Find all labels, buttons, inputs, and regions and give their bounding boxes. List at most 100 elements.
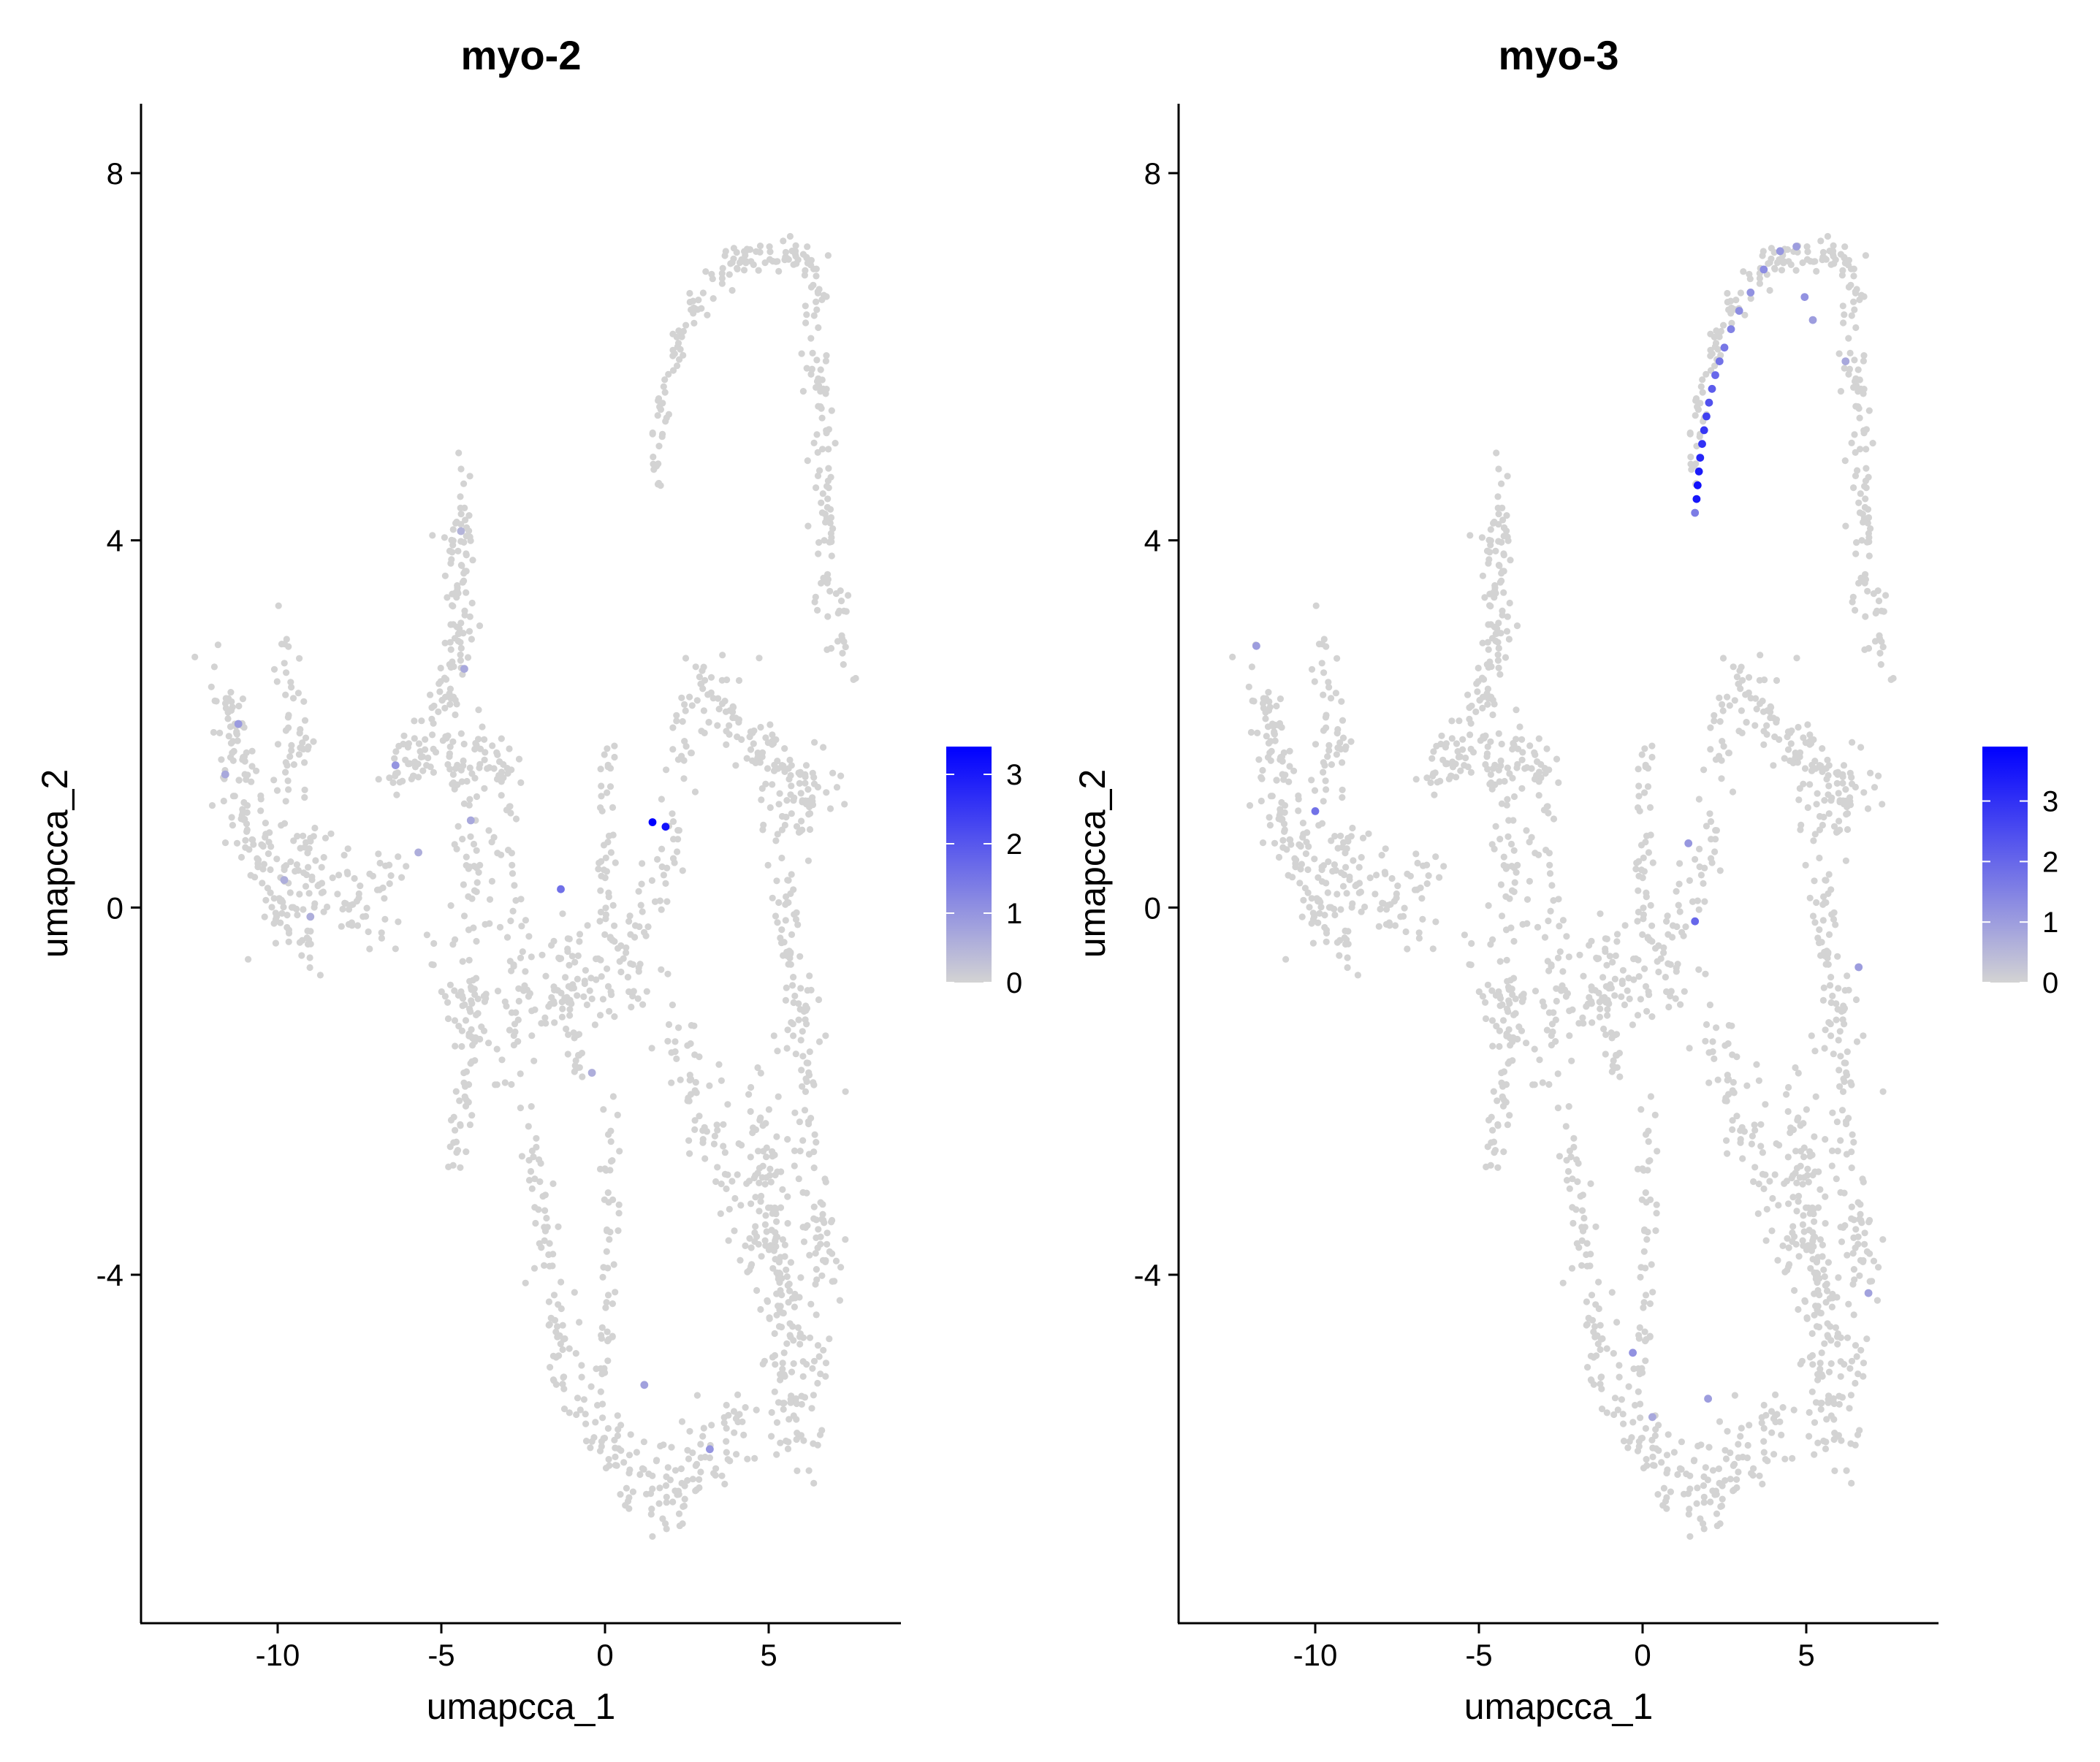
cell-point xyxy=(1635,766,1642,773)
cell-point xyxy=(1789,1229,1796,1237)
cell-point xyxy=(775,1093,782,1100)
cell-point xyxy=(838,635,846,642)
cell-point xyxy=(729,709,737,716)
cell-point xyxy=(818,499,825,506)
cell-point xyxy=(457,511,465,518)
cell-point xyxy=(696,674,704,681)
cell-point xyxy=(813,431,821,438)
cell-point xyxy=(1687,453,1694,461)
cell-point xyxy=(728,1178,736,1185)
cell-point xyxy=(1863,465,1870,472)
cell-point xyxy=(756,243,764,250)
cell-point xyxy=(1788,727,1795,734)
cell-point xyxy=(508,766,515,774)
cell-point xyxy=(1711,717,1718,725)
cell-point xyxy=(1785,1244,1792,1251)
cell-point xyxy=(669,746,677,753)
cell-point xyxy=(308,873,316,880)
cell-point xyxy=(1851,306,1858,313)
cell-point xyxy=(282,691,289,698)
cell-point xyxy=(1648,922,1656,929)
cell-point xyxy=(1482,1015,1490,1023)
cell-point xyxy=(704,311,711,319)
cell-point xyxy=(208,683,215,690)
cell-point xyxy=(452,1042,459,1050)
cell-point xyxy=(626,1466,634,1473)
cell-point xyxy=(1512,995,1519,1002)
cell-point xyxy=(1814,1439,1822,1446)
cell-point xyxy=(1819,248,1827,256)
cell-point xyxy=(832,590,840,598)
cell-point xyxy=(684,1446,691,1454)
cell-point xyxy=(803,1189,810,1197)
cell-point xyxy=(1496,1042,1503,1050)
cell-point xyxy=(1320,862,1328,869)
cell-point xyxy=(290,904,297,911)
cell-point xyxy=(1716,752,1723,760)
cell-point xyxy=(1686,1533,1694,1540)
cell-point xyxy=(1854,1233,1862,1240)
cell-point xyxy=(1861,1240,1868,1248)
cell-point xyxy=(829,1278,836,1285)
cell-point xyxy=(1267,757,1274,764)
cell-point xyxy=(723,1401,730,1409)
cell-point xyxy=(604,1226,611,1233)
cell-point xyxy=(1431,791,1438,798)
cell-point xyxy=(1352,882,1359,890)
cell-point xyxy=(1847,1392,1854,1399)
cell-point xyxy=(1686,1045,1693,1052)
cell-point xyxy=(1457,767,1464,774)
cell-point xyxy=(1553,997,1560,1005)
cell-point xyxy=(1686,430,1694,438)
cell-point xyxy=(1737,1139,1744,1146)
cell-point xyxy=(1852,1342,1860,1349)
expr-point xyxy=(1705,398,1713,407)
cell-point xyxy=(1487,771,1494,778)
cell-point xyxy=(1334,730,1341,737)
legend-tick-label: 3 xyxy=(2042,786,2058,818)
cell-point xyxy=(259,880,266,887)
cell-point xyxy=(1837,1373,1844,1380)
cell-point xyxy=(794,1467,801,1474)
cell-point xyxy=(1844,1048,1851,1056)
cell-point xyxy=(659,430,666,438)
cell-point xyxy=(1610,1411,1618,1419)
cell-point xyxy=(1304,866,1312,874)
expr-point xyxy=(1854,963,1863,972)
cell-point xyxy=(602,1167,610,1174)
cell-point xyxy=(826,538,833,546)
cell-point xyxy=(301,844,308,851)
cell-point xyxy=(796,1333,804,1340)
cell-point xyxy=(1834,1340,1841,1348)
cell-point xyxy=(451,841,458,848)
expr-point xyxy=(1864,1289,1873,1297)
x-tick-label: 0 xyxy=(596,1638,613,1672)
cell-point xyxy=(539,1193,547,1200)
cell-point xyxy=(1638,1435,1646,1442)
cell-point xyxy=(568,985,575,992)
cell-point xyxy=(802,1075,810,1083)
cell-point xyxy=(1817,1406,1825,1413)
cell-point xyxy=(248,763,256,770)
cell-point xyxy=(435,680,443,687)
cell-point xyxy=(765,1204,772,1211)
cell-point xyxy=(802,762,810,769)
expr-point xyxy=(1691,917,1700,926)
cell-point xyxy=(1800,1212,1807,1219)
cell-point xyxy=(310,833,317,840)
cell-point xyxy=(558,1278,565,1286)
cell-point xyxy=(1500,589,1507,596)
cell-point xyxy=(1616,1073,1624,1080)
cell-point xyxy=(237,853,246,861)
cell-point xyxy=(1825,810,1833,817)
cell-point xyxy=(1735,1468,1742,1476)
cell-point xyxy=(1841,253,1848,261)
cell-point xyxy=(1807,1265,1814,1272)
cell-point xyxy=(1494,493,1502,500)
expr-point xyxy=(280,876,289,884)
cell-point xyxy=(1827,886,1835,893)
cell-point xyxy=(1725,750,1732,757)
cell-point xyxy=(1325,858,1332,866)
cell-point xyxy=(764,739,772,747)
cell-point xyxy=(1528,765,1535,772)
